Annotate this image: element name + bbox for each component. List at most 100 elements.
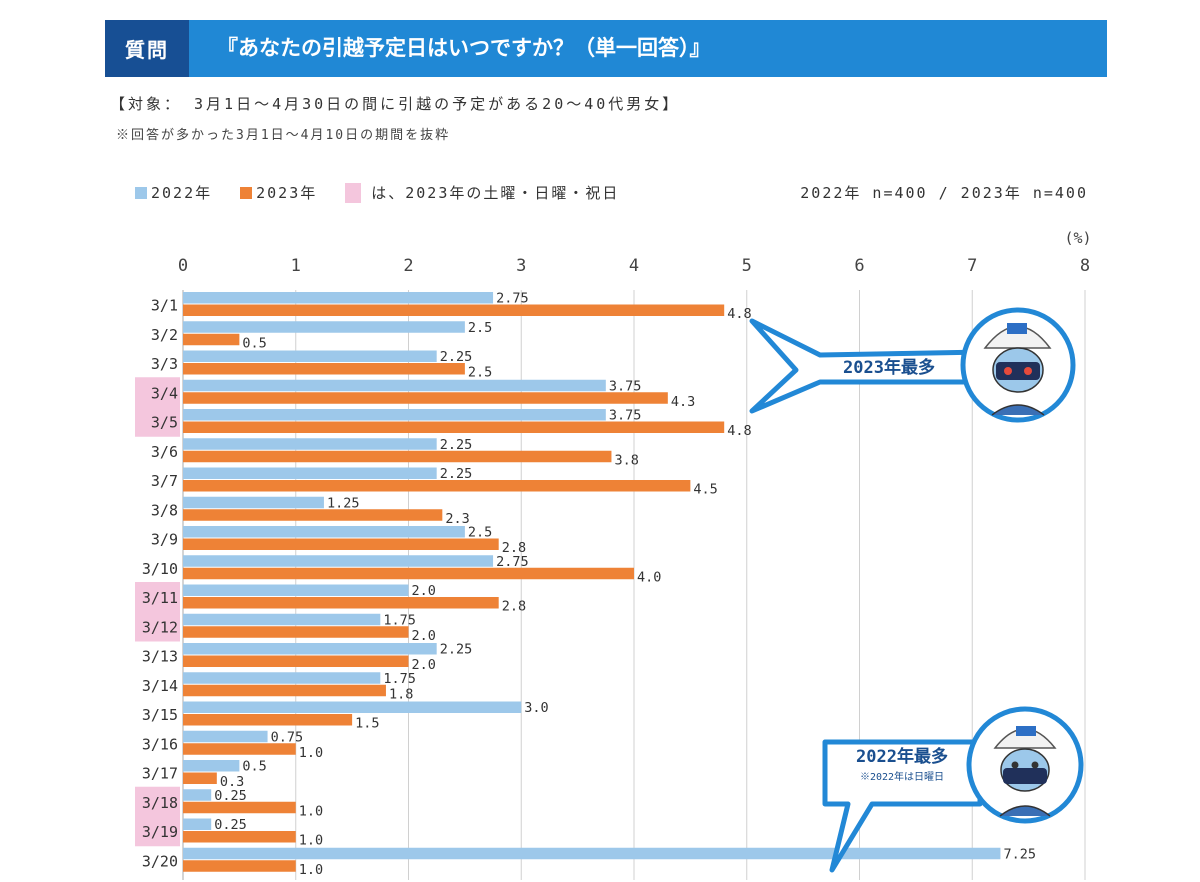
bar-2023	[183, 304, 725, 316]
bar-2023	[183, 626, 409, 638]
callout-2022-note: ※2022年は日曜日	[860, 770, 944, 783]
value-label: 2.75	[496, 554, 529, 570]
category-label: 3/5	[151, 414, 178, 432]
mascot-2022-mask	[1003, 768, 1047, 784]
sample-size-note: 2022年 n=400 / 2023年 n=400	[800, 184, 1088, 202]
bar-2023	[183, 801, 296, 814]
holiday-highlight	[135, 816, 180, 847]
category-label: 3/12	[142, 618, 178, 636]
unit-label: (%)	[1064, 229, 1091, 247]
mascot-2023-eye-left	[1004, 367, 1012, 375]
value-label: 2.0	[412, 628, 436, 644]
bar-2023	[183, 655, 409, 667]
bar-2023	[183, 831, 296, 843]
value-label: 2.8	[502, 540, 526, 556]
value-label: 3.0	[524, 700, 548, 716]
legend-swatch-holiday	[345, 182, 362, 203]
bar-2022	[183, 818, 212, 830]
category-label: 3/8	[151, 501, 178, 519]
value-label: 2.0	[412, 657, 436, 673]
value-label: 1.75	[383, 612, 416, 628]
value-label: 1.5	[355, 716, 379, 732]
mascot-2023-mask	[996, 362, 1040, 380]
category-label: 3/4	[151, 384, 178, 402]
value-label: 3.75	[609, 378, 642, 394]
category-label: 3/3	[151, 355, 178, 373]
value-label: 0.5	[242, 759, 266, 775]
bar-2022	[183, 789, 212, 801]
value-label: 2.25	[440, 642, 473, 658]
bar-2022	[183, 555, 494, 567]
value-label: 1.75	[383, 671, 416, 687]
bar-2023	[183, 392, 668, 404]
bar-2022	[183, 467, 437, 479]
value-label: 1.8	[389, 686, 413, 702]
bar-2022	[183, 760, 240, 772]
legend-swatch-2022	[135, 186, 147, 199]
x-tick-label: 1	[291, 256, 301, 276]
target-description: 【対象： 3月1日～4月30日の間に引越の予定がある20～40代男女】	[110, 95, 681, 113]
value-label: 0.25	[214, 817, 247, 833]
bar-2022	[183, 438, 437, 450]
bar-2022	[183, 379, 606, 392]
legend-item-holiday: は、2023年の土曜・日曜・祝日	[345, 182, 619, 203]
value-label: 1.0	[299, 833, 323, 849]
bar-2022	[183, 496, 324, 509]
x-tick-label: 0	[178, 256, 188, 276]
value-label: 2.8	[502, 599, 526, 615]
bar-2022	[183, 321, 465, 333]
value-label: 0.5	[242, 335, 266, 351]
value-label: 2.25	[440, 349, 473, 365]
callout-2023-text: 2023年最多	[843, 357, 935, 378]
bar-2022	[183, 847, 1001, 860]
question-text: 『あなたの引越予定日はいつですか？（単一回答）』	[217, 36, 711, 60]
legend-label-holiday: は、2023年の土曜・日曜・祝日	[371, 184, 620, 202]
bar-2023	[183, 421, 725, 433]
value-label: 0.75	[271, 729, 304, 745]
bar-2023	[183, 480, 691, 492]
category-label: 3/18	[142, 794, 178, 812]
bar-2022	[183, 701, 522, 713]
category-label: 3/20	[142, 852, 178, 870]
value-label: 1.0	[299, 803, 323, 819]
mascot-2022-eye-right	[1031, 761, 1039, 769]
period-note: ※回答が多かった3月1日～4月10日の期間を抜粋	[116, 128, 451, 143]
bar-2022	[183, 292, 494, 304]
value-labels: 2.754.82.50.52.252.53.754.33.754.82.253.…	[214, 291, 1036, 878]
legend-swatch-2023	[240, 186, 253, 199]
bar-2023	[183, 743, 296, 755]
legend-item-2022: 2022年	[135, 182, 212, 203]
value-label: 0.25	[214, 788, 247, 804]
mascot-2023-body	[991, 404, 1045, 416]
value-label: 3.8	[614, 452, 638, 468]
mascot-2023-cap-badge	[1007, 323, 1027, 334]
category-label: 3/14	[142, 677, 178, 695]
x-tick-label: 7	[967, 256, 977, 276]
holiday-highlight	[135, 611, 180, 642]
x-tick-label: 8	[1080, 256, 1090, 276]
bar-2023	[183, 333, 240, 346]
value-label: 1.0	[299, 745, 323, 761]
category-label: 3/10	[142, 560, 178, 578]
bar-2023	[183, 509, 443, 521]
mascot-2022	[966, 706, 1084, 824]
category-label: 3/16	[142, 735, 178, 753]
bar-2023	[183, 450, 612, 463]
x-tick-label: 3	[516, 256, 526, 276]
bar-2022	[183, 350, 437, 362]
bar-2023	[183, 567, 634, 580]
value-label: 2.25	[440, 466, 473, 482]
value-label: 4.3	[671, 394, 695, 410]
holiday-highlight	[135, 406, 180, 437]
value-label: 3.75	[609, 408, 642, 424]
bars	[183, 292, 1001, 872]
legend-item-2023: 2023年	[240, 182, 317, 203]
value-label: 2.5	[468, 525, 492, 541]
mascot-2022-eye-left	[1011, 761, 1019, 769]
holiday-highlight	[135, 582, 180, 613]
category-label: 3/13	[142, 648, 178, 666]
bar-2022	[183, 672, 381, 684]
category-label: 3/2	[151, 326, 178, 344]
holiday-highlights	[135, 377, 180, 847]
value-label: 1.0	[299, 862, 323, 878]
